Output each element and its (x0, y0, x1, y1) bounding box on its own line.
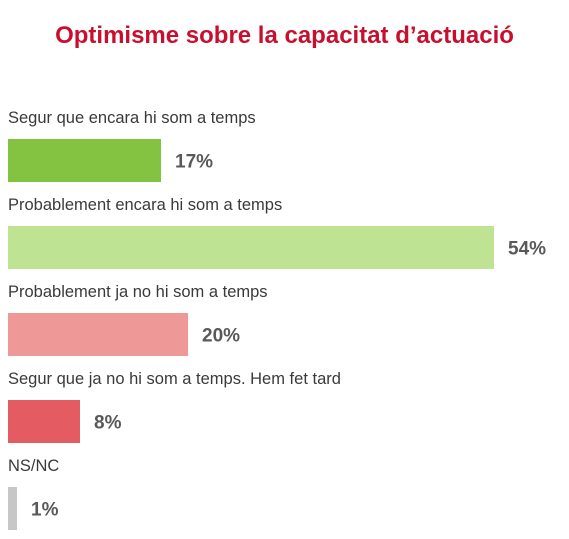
bar (8, 487, 17, 530)
value-label: 20% (202, 326, 240, 347)
category-label: Segur que ja no hi som a temps. Hem fet … (8, 370, 341, 388)
value-label: 8% (94, 413, 122, 434)
value-label: 54% (508, 239, 546, 260)
bar (8, 400, 80, 443)
chart-title: Optimisme sobre la capacitat d’actuació (55, 22, 514, 49)
value-label: 1% (31, 500, 59, 521)
bar (8, 313, 188, 356)
value-label: 17% (175, 152, 213, 173)
category-label: Probablement encara hi som a temps (8, 196, 282, 214)
category-label: Segur que encara hi som a temps (8, 109, 256, 127)
category-label: NS/NC (8, 457, 59, 475)
bar (8, 226, 494, 269)
bar (8, 139, 161, 182)
category-label: Probablement ja no hi som a temps (8, 283, 268, 301)
